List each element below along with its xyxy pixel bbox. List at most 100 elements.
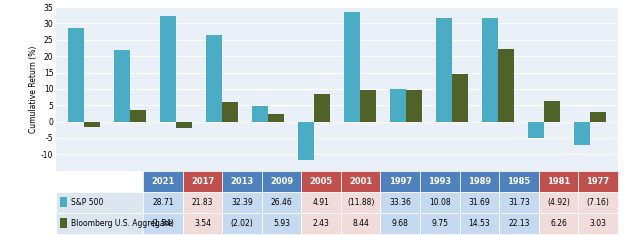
Bar	[574, 122, 590, 145]
Bar	[436, 18, 452, 122]
Bar	[59, 219, 67, 228]
Text: 6.26: 6.26	[550, 219, 567, 228]
Bar	[222, 192, 262, 213]
Text: 1989: 1989	[468, 177, 491, 186]
Bar	[406, 90, 422, 122]
Text: 1997: 1997	[389, 177, 412, 186]
Bar	[459, 171, 499, 192]
Text: 2017: 2017	[191, 177, 214, 186]
Bar	[344, 13, 360, 122]
Bar	[578, 192, 618, 213]
Bar	[301, 213, 341, 234]
Bar	[298, 122, 314, 160]
Bar	[499, 171, 539, 192]
Text: 5.93: 5.93	[273, 219, 290, 228]
Bar	[341, 192, 381, 213]
Text: 4.91: 4.91	[313, 198, 329, 207]
Text: 33.36: 33.36	[389, 198, 411, 207]
Text: 1985: 1985	[507, 177, 530, 186]
Text: 28.71: 28.71	[152, 198, 173, 207]
Bar	[56, 213, 143, 234]
Bar	[499, 192, 539, 213]
Bar	[206, 35, 222, 122]
Text: 2013: 2013	[230, 177, 254, 186]
Bar	[578, 171, 618, 192]
Bar	[222, 213, 262, 234]
Bar	[341, 171, 381, 192]
Text: 32.39: 32.39	[232, 198, 253, 207]
Text: 2001: 2001	[349, 177, 373, 186]
Bar	[482, 18, 498, 122]
Text: 26.46: 26.46	[271, 198, 293, 207]
Bar	[222, 171, 262, 192]
Text: 31.73: 31.73	[508, 198, 530, 207]
Bar	[539, 213, 578, 234]
Bar	[252, 105, 268, 122]
Bar	[262, 171, 301, 192]
Bar	[539, 171, 578, 192]
Bar	[381, 171, 420, 192]
Text: 2009: 2009	[270, 177, 293, 186]
Text: 8.44: 8.44	[353, 219, 369, 228]
Bar	[262, 192, 301, 213]
Bar	[390, 89, 406, 122]
Bar	[301, 192, 341, 213]
Bar	[222, 102, 238, 122]
Bar	[381, 192, 420, 213]
Bar	[56, 192, 143, 213]
Bar	[539, 192, 578, 213]
Bar	[56, 171, 143, 192]
Text: 2005: 2005	[310, 177, 333, 186]
Bar	[360, 90, 376, 122]
Text: Bloomberg U.S. Aggregate: Bloomberg U.S. Aggregate	[71, 219, 173, 228]
Bar	[544, 101, 560, 122]
Text: 2021: 2021	[151, 177, 175, 186]
Bar	[67, 28, 84, 122]
Bar	[262, 213, 301, 234]
Text: (2.02): (2.02)	[231, 219, 253, 228]
Bar	[420, 192, 459, 213]
Bar	[143, 192, 183, 213]
Text: (4.92): (4.92)	[547, 198, 570, 207]
Bar	[499, 213, 539, 234]
Bar	[183, 171, 222, 192]
Bar	[183, 192, 222, 213]
Text: (11.88): (11.88)	[347, 198, 374, 207]
Text: 3.54: 3.54	[194, 219, 211, 228]
Bar	[381, 213, 420, 234]
Text: 21.83: 21.83	[192, 198, 213, 207]
Bar	[314, 94, 330, 122]
Bar	[578, 213, 618, 234]
Bar	[301, 171, 341, 192]
Bar	[459, 192, 499, 213]
Bar	[59, 198, 67, 207]
Bar	[114, 50, 130, 122]
Bar	[176, 122, 192, 128]
Bar	[420, 171, 459, 192]
Bar	[84, 122, 100, 127]
Bar	[268, 114, 284, 122]
Bar	[590, 112, 607, 122]
Bar	[143, 171, 183, 192]
Text: (7.16): (7.16)	[587, 198, 610, 207]
Bar	[528, 122, 544, 138]
Y-axis label: Cumulative Return (%): Cumulative Return (%)	[29, 45, 38, 133]
Bar	[341, 213, 381, 234]
Bar	[130, 110, 146, 122]
Text: (1.54): (1.54)	[152, 219, 175, 228]
Bar	[420, 213, 459, 234]
Bar	[452, 74, 468, 122]
Text: 1993: 1993	[428, 177, 451, 186]
Text: 2.43: 2.43	[313, 219, 329, 228]
Bar	[160, 16, 176, 122]
Text: 14.53: 14.53	[469, 219, 490, 228]
Text: 9.75: 9.75	[431, 219, 448, 228]
Bar	[143, 213, 183, 234]
Text: 1977: 1977	[587, 177, 610, 186]
Text: 1981: 1981	[547, 177, 570, 186]
Text: 31.69: 31.69	[469, 198, 490, 207]
Text: 3.03: 3.03	[590, 219, 607, 228]
Bar	[498, 49, 514, 122]
Text: S&P 500: S&P 500	[71, 198, 104, 207]
Bar	[183, 213, 222, 234]
